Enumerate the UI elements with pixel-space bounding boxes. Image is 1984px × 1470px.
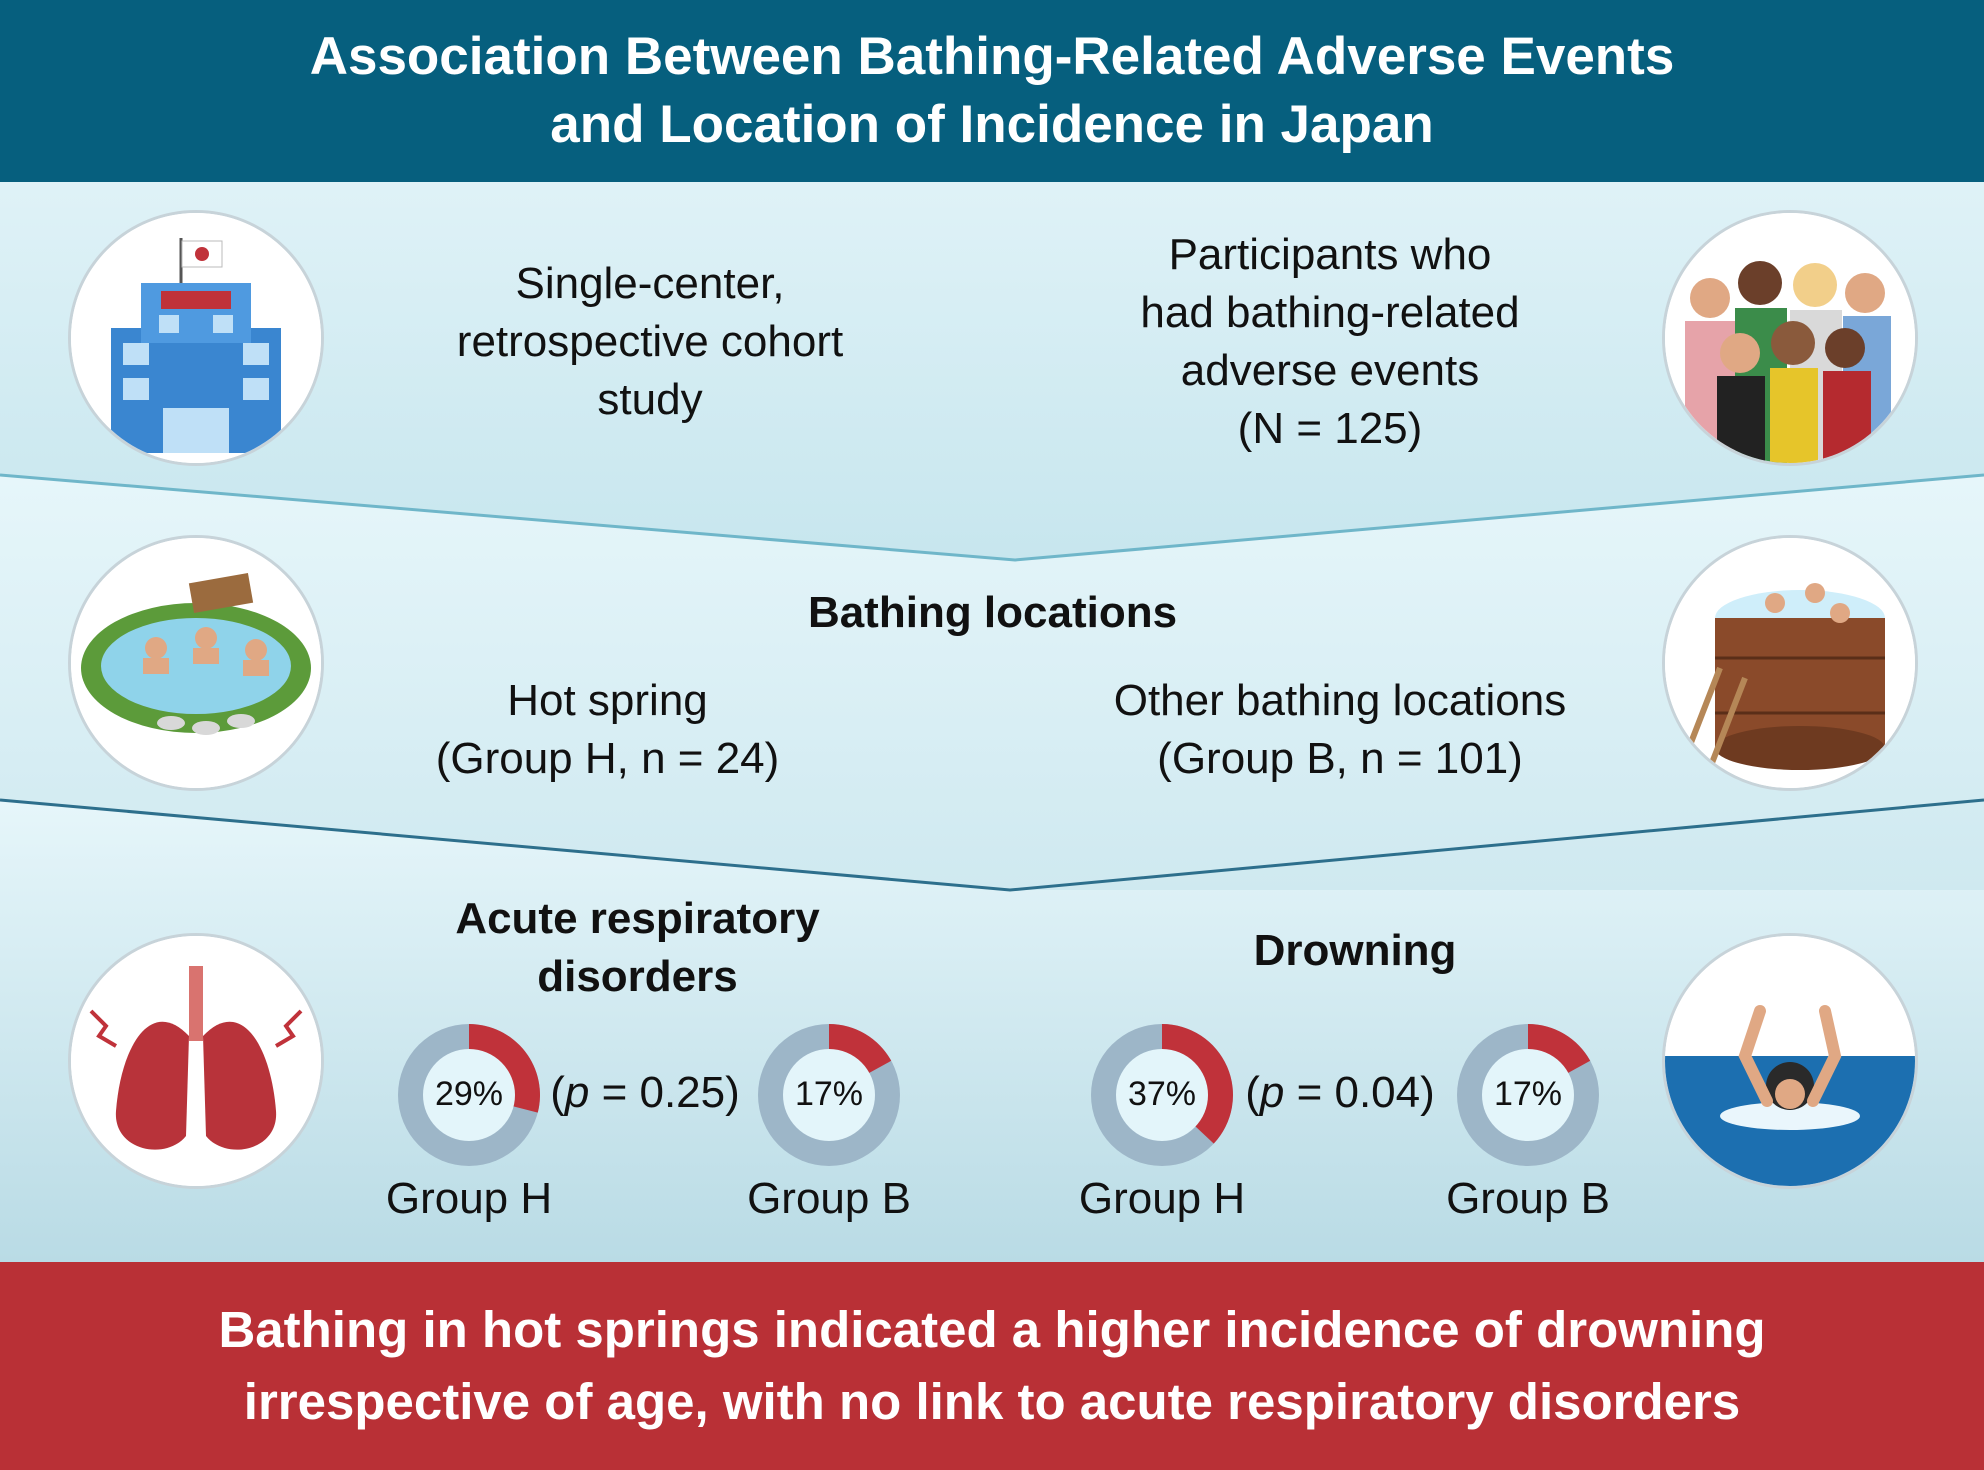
drowning-donut-group-b [1457,1024,1599,1166]
p-value-number: = 0.04) [1284,1068,1435,1117]
participants-line-2: had bathing-related [1140,288,1520,337]
title-line-2: and Location of Incidence in Japan [550,95,1434,154]
donut-hole [423,1049,515,1141]
study-design-text: Single-center, retrospective cohort stud… [400,255,900,429]
participants-text: Participants who had bathing-related adv… [1080,226,1580,458]
p-symbol: p [564,1068,590,1117]
hot-spring-group-text: Hot spring (Group H, n = 24) [370,672,845,788]
drowning-p-value: (p = 0.04) [1240,1064,1440,1122]
page-title: Association Between Bathing-Related Adve… [0,0,1984,182]
p-value-open-paren: ( [550,1068,565,1117]
participants-line-3: adverse events [1180,346,1480,395]
study-design-line-3: study [597,375,703,424]
respiratory-heading: Acute respiratory disorders [400,890,875,1006]
respiratory-heading-line-2: disorders [537,952,738,1001]
hot-spring-icon [68,535,324,791]
participants-line-1: Participants who [1168,230,1492,279]
drowning-group-h-label: Group H [1078,1174,1246,1223]
donut-percent-label: 17% [1493,1075,1563,1113]
respiratory-donut-group-h [398,1024,541,1166]
other-locations-label: Other bathing locations [1113,676,1567,725]
p-symbol: p [1259,1068,1285,1117]
title-line-1: Association Between Bathing-Related Adve… [309,27,1675,86]
p-value-open-paren: ( [1245,1068,1260,1117]
wooden-bath-icon [1662,535,1918,791]
study-design-line-1: Single-center, [515,259,785,308]
hot-spring-group-count: (Group H, n = 24) [435,734,780,783]
respiratory-group-h-label: Group H [385,1174,553,1223]
donut-percent-label: 17% [794,1075,864,1113]
other-locations-group-text: Other bathing locations (Group B, n = 10… [1050,672,1630,788]
respiratory-p-value: (p = 0.25) [545,1064,745,1122]
conclusion-line-2: irrespective of age, with no link to acu… [243,1373,1741,1430]
hospital-icon [68,210,324,466]
bathing-locations-heading: Bathing locations [807,588,1178,637]
people-group-icon [1662,210,1918,466]
participants-count: (N = 125) [1237,404,1423,453]
drowning-donut-group-h [1091,1024,1234,1166]
drowning-heading: Drowning [1253,926,1457,975]
conclusion-line-1: Bathing in hot springs indicated a highe… [218,1301,1766,1358]
p-value-number: = 0.25) [589,1068,740,1117]
respiratory-donut-group-b [758,1024,900,1166]
respiratory-group-b-label: Group B [747,1174,911,1223]
hot-spring-label: Hot spring [507,676,708,725]
study-design-line-2: retrospective cohort [456,317,844,366]
drowning-group-b-label: Group B [1446,1174,1610,1223]
donut-hole [783,1049,875,1141]
respiratory-heading-line-1: Acute respiratory [455,894,820,943]
donut-percent-label: 29% [434,1075,504,1113]
drowning-person-icon [1662,933,1918,1189]
donut-percent-label: 37% [1127,1075,1197,1113]
lungs-icon [68,933,324,1189]
other-locations-group-count: (Group B, n = 101) [1157,734,1523,783]
donut-hole [1116,1049,1208,1141]
conclusion-banner: Bathing in hot springs indicated a highe… [0,1262,1984,1470]
donut-hole [1482,1049,1574,1141]
